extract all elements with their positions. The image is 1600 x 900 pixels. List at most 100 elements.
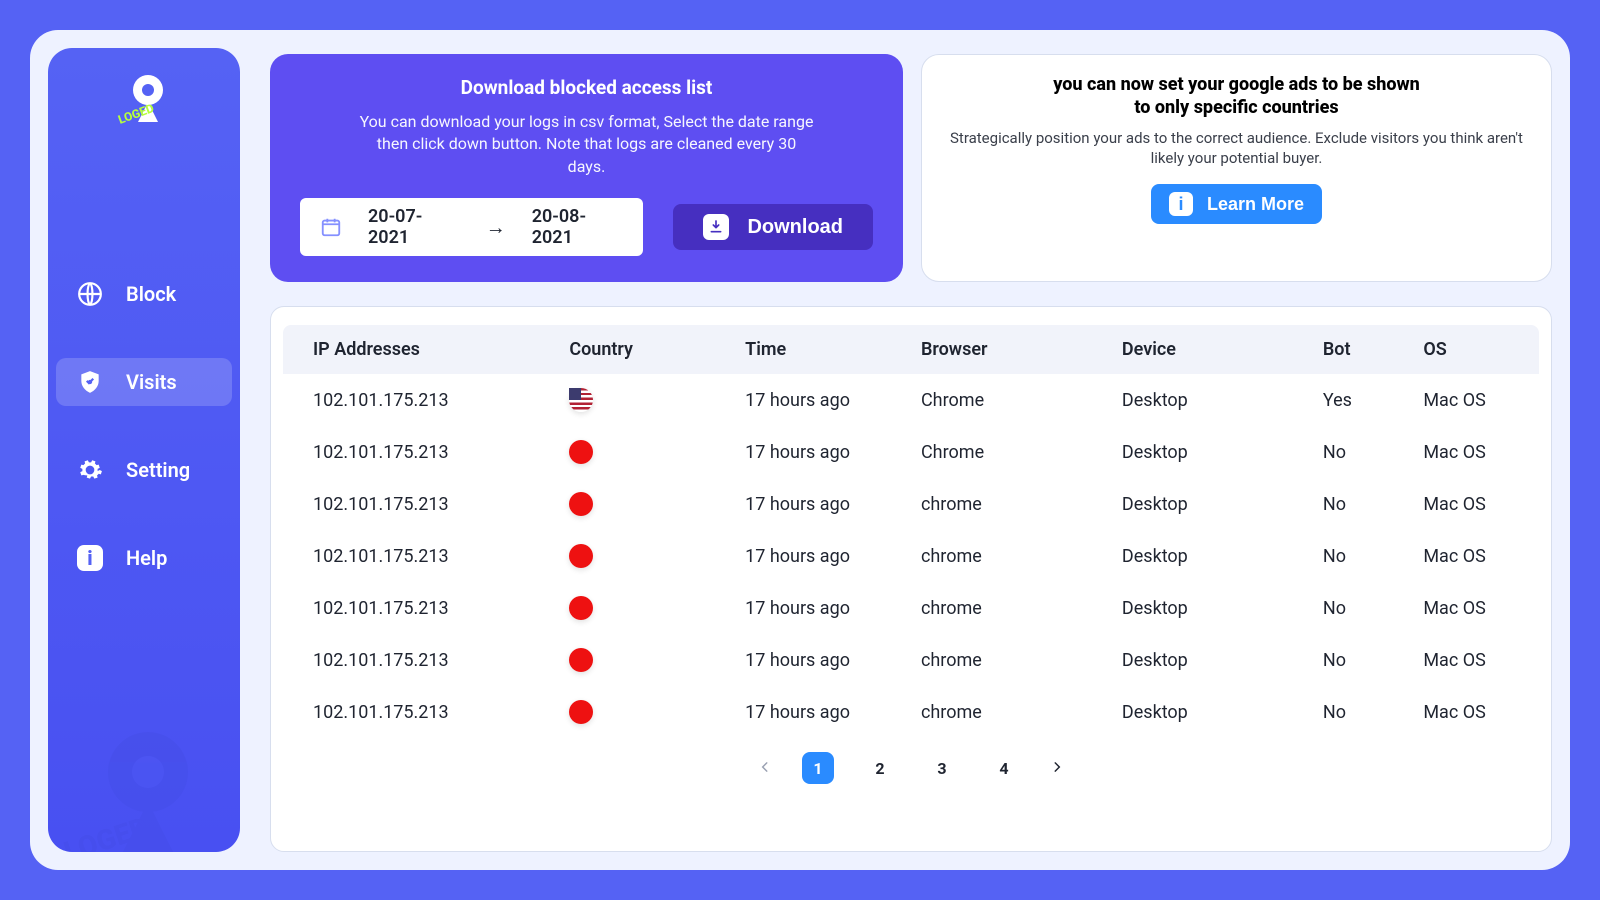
- cell-time: 17 hours ago: [735, 582, 911, 634]
- page-prev[interactable]: [758, 759, 772, 778]
- arrow-right-icon: →: [486, 215, 506, 240]
- visits-table-card: IP Addresses Country Time Browser Device…: [270, 306, 1552, 852]
- cell-ip: 102.101.175.213: [283, 686, 559, 738]
- app-surface: LOGED Block Visits Setting: [30, 30, 1570, 870]
- sidebar-item-label: Setting: [126, 458, 190, 482]
- col-ip: IP Addresses: [283, 325, 559, 374]
- page-3[interactable]: 3: [926, 752, 958, 784]
- cell-device: Desktop: [1112, 634, 1313, 686]
- download-button[interactable]: Download: [673, 204, 873, 250]
- cell-os: Mac OS: [1413, 530, 1539, 582]
- flag-dot-icon: [569, 700, 593, 724]
- cell-os: Mac OS: [1413, 478, 1539, 530]
- flag-us-icon: [569, 388, 593, 412]
- date-to: 20-08-2021: [532, 206, 624, 248]
- gear-icon: [76, 456, 104, 484]
- flag-dot-icon: [569, 492, 593, 516]
- flag-dot-icon: [569, 648, 593, 672]
- sidebar-item-label: Visits: [126, 370, 177, 394]
- sidebar-item-block[interactable]: Block: [56, 270, 232, 318]
- page-2[interactable]: 2: [864, 752, 896, 784]
- col-browser: Browser: [911, 325, 1112, 374]
- cell-os: Mac OS: [1413, 634, 1539, 686]
- cell-time: 17 hours ago: [735, 686, 911, 738]
- cell-country: [559, 426, 735, 478]
- promo-card: you can now set your google ads to be sh…: [921, 54, 1552, 282]
- cell-bot: Yes: [1313, 374, 1413, 426]
- cell-browser: chrome: [911, 530, 1112, 582]
- table-row[interactable]: 102.101.175.21317 hours agochromeDesktop…: [283, 634, 1539, 686]
- sidebar-item-label: Block: [126, 282, 176, 306]
- cell-ip: 102.101.175.213: [283, 426, 559, 478]
- brand-logo: LOGED: [108, 72, 180, 130]
- download-card-subtitle: You can download your logs in csv format…: [357, 111, 817, 178]
- svg-text:LOGED: LOGED: [60, 811, 153, 852]
- cell-country: [559, 582, 735, 634]
- download-card-title: Download blocked access list: [461, 76, 713, 99]
- cell-device: Desktop: [1112, 530, 1313, 582]
- cell-device: Desktop: [1112, 426, 1313, 478]
- page-4[interactable]: 4: [988, 752, 1020, 784]
- cell-bot: No: [1313, 634, 1413, 686]
- download-controls: 20-07-2021 → 20-08-2021 Download: [300, 198, 873, 256]
- main-area: Download blocked access list You can dow…: [270, 48, 1552, 852]
- date-range-picker[interactable]: 20-07-2021 → 20-08-2021: [300, 198, 643, 256]
- page-1[interactable]: 1: [802, 752, 834, 784]
- pagination: 1234: [283, 738, 1539, 790]
- flag-dot-icon: [569, 596, 593, 620]
- cell-device: Desktop: [1112, 582, 1313, 634]
- learn-more-button[interactable]: i Learn More: [1151, 184, 1322, 224]
- col-os: OS: [1413, 325, 1539, 374]
- cell-ip: 102.101.175.213: [283, 634, 559, 686]
- cell-time: 17 hours ago: [735, 478, 911, 530]
- col-country: Country: [559, 325, 735, 374]
- cell-bot: No: [1313, 426, 1413, 478]
- cell-country: [559, 374, 735, 426]
- cell-os: Mac OS: [1413, 374, 1539, 426]
- promo-title: you can now set your google ads to be sh…: [1053, 73, 1420, 120]
- cell-time: 17 hours ago: [735, 426, 911, 478]
- page-next[interactable]: [1050, 759, 1064, 778]
- table-row[interactable]: 102.101.175.213 17 hours agochromeDesktop…: [283, 686, 1539, 738]
- cell-time: 17 hours ago: [735, 530, 911, 582]
- cell-time: 17 hours ago: [735, 374, 911, 426]
- table-row[interactable]: 102.101.175.213 17 hours agoChromeDesktop…: [283, 426, 1539, 478]
- top-row: Download blocked access list You can dow…: [270, 54, 1552, 282]
- visits-table: IP Addresses Country Time Browser Device…: [283, 325, 1539, 738]
- cell-ip: 102.101.175.213: [283, 374, 559, 426]
- download-icon: [703, 214, 729, 240]
- sidebar-nav: Block Visits Setting i Help: [48, 270, 240, 582]
- cell-bot: No: [1313, 582, 1413, 634]
- info-icon: i: [1169, 192, 1193, 216]
- col-time: Time: [735, 325, 911, 374]
- cell-browser: Chrome: [911, 374, 1112, 426]
- cell-browser: chrome: [911, 686, 1112, 738]
- flag-dot-icon: [569, 440, 593, 464]
- cell-browser: Chrome: [911, 426, 1112, 478]
- col-bot: Bot: [1313, 325, 1413, 374]
- globe-icon: [76, 280, 104, 308]
- cell-ip: 102.101.175.213: [283, 530, 559, 582]
- cell-os: Mac OS: [1413, 686, 1539, 738]
- learn-more-label: Learn More: [1207, 194, 1304, 215]
- cell-device: Desktop: [1112, 374, 1313, 426]
- flag-dot-icon: [569, 544, 593, 568]
- table-body: 102.101.175.21317 hours agoChromeDesktop…: [283, 374, 1539, 738]
- table-row[interactable]: 102.101.175.21317 hours agochromeDesktop…: [283, 478, 1539, 530]
- sidebar-item-visits[interactable]: Visits: [56, 358, 232, 406]
- table-row[interactable]: 102.101.175.213 17 hours agochromeDesktop…: [283, 530, 1539, 582]
- cell-ip: 102.101.175.213: [283, 478, 559, 530]
- cell-bot: No: [1313, 478, 1413, 530]
- promo-body: Strategically position your ads to the c…: [950, 128, 1523, 169]
- table-row[interactable]: 102.101.175.213 17 hours agoChromeDesktop…: [283, 374, 1539, 426]
- cell-country: [559, 530, 735, 582]
- sidebar-item-help[interactable]: i Help: [56, 534, 232, 582]
- sidebar-item-setting[interactable]: Setting: [56, 446, 232, 494]
- table-header-row: IP Addresses Country Time Browser Device…: [283, 325, 1539, 374]
- cell-bot: No: [1313, 530, 1413, 582]
- cell-bot: No: [1313, 686, 1413, 738]
- date-from: 20-07-2021: [368, 206, 460, 248]
- download-card: Download blocked access list You can dow…: [270, 54, 903, 282]
- cell-device: Desktop: [1112, 686, 1313, 738]
- table-row[interactable]: 102.101.175.21317 hours agochromeDesktop…: [283, 582, 1539, 634]
